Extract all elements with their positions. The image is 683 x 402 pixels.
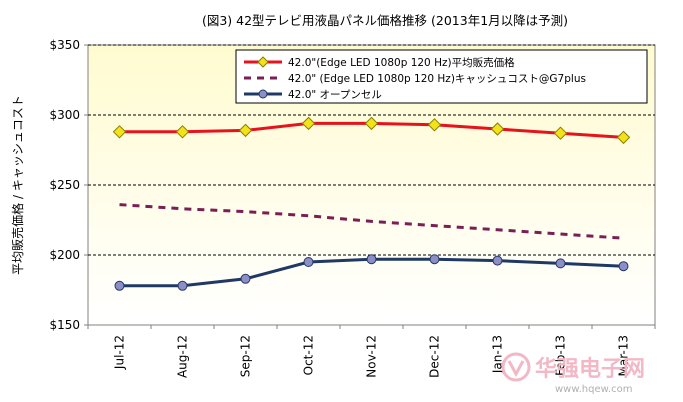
series-3-point	[114, 280, 125, 291]
series-3-point	[240, 273, 251, 284]
x-tick-label: Feb-13	[554, 335, 568, 376]
series-2	[119, 203, 624, 240]
series-3-point	[303, 257, 314, 267]
series-1	[112, 116, 631, 145]
x-tick-label: Dec-12	[428, 335, 442, 378]
series-3	[114, 254, 629, 291]
watermark-logo-mark	[507, 360, 525, 378]
series-1-point	[238, 123, 253, 138]
y-tick-label: $200	[49, 248, 80, 262]
x-tick-label: Nov-12	[365, 335, 379, 378]
legend: 42.0"(Edge LED 1080p 120 Hz)平均販売価格 42.0" …	[235, 49, 648, 104]
series-3-point	[366, 254, 377, 265]
series-1-point	[175, 125, 190, 139]
chart-title: (図3) 42型テレビ用液晶パネル価格推移 (2013年1月以降は予測)	[202, 13, 568, 28]
series-2-line	[119, 203, 624, 240]
legend-label-1: 42.0"(Edge LED 1080p 120 Hz)平均販売価格	[288, 56, 515, 69]
y-tick-label: $300	[49, 108, 80, 122]
y-tick-label: $250	[49, 178, 80, 192]
series-3-point	[429, 254, 440, 265]
watermark: 华强电子网 www.hqew.com	[501, 352, 645, 395]
x-tick-label: Aug-12	[176, 335, 190, 378]
x-tick-label: Sep-12	[239, 335, 253, 377]
watermark-logo-icon	[501, 352, 531, 382]
x-axis-ticks: Jul-12 Aug-12 Sep-12 Oct-12 Nov-12 Dec-12 Jan-…	[87, 325, 656, 378]
x-tick-label: Jul-12	[113, 335, 127, 370]
y-tick-label: $350	[49, 38, 80, 52]
series-1-point	[301, 116, 316, 131]
series-1-point	[553, 126, 568, 140]
x-tick-label: Mar-13	[617, 335, 631, 376]
legend-box	[235, 49, 648, 104]
series-1-point	[112, 125, 127, 139]
y-tick-label: $150	[49, 318, 80, 332]
watermark-text: 华强电子网	[535, 356, 645, 382]
series-3-point	[492, 255, 503, 266]
series-1-point	[490, 122, 505, 136]
series-3-point	[618, 261, 629, 272]
series-1-point	[364, 116, 379, 131]
series-group	[112, 116, 631, 291]
series-3-point	[555, 258, 566, 269]
y-axis-ticks: $150 $200 $250 $300 $350	[49, 38, 88, 332]
series-1-point	[616, 130, 631, 145]
legend-marker-1	[257, 56, 269, 68]
series-3-point	[177, 280, 188, 291]
x-tick-label: Oct-12	[302, 335, 316, 375]
x-tick-label: Jan-13	[491, 335, 505, 374]
legend-marker-3	[258, 89, 268, 99]
series-1-point	[427, 118, 442, 132]
legend-label-2: 42.0" (Edge LED 1080p 120 Hz)キャッシュコスト@G7…	[288, 73, 586, 85]
legend-label-3: 42.0" オープンセル	[288, 89, 382, 101]
grid-lines	[88, 44, 655, 256]
watermark-url: www.hqew.com	[555, 384, 632, 395]
y-axis-label: 平均販売価格 / キャッシュコスト	[10, 95, 25, 275]
